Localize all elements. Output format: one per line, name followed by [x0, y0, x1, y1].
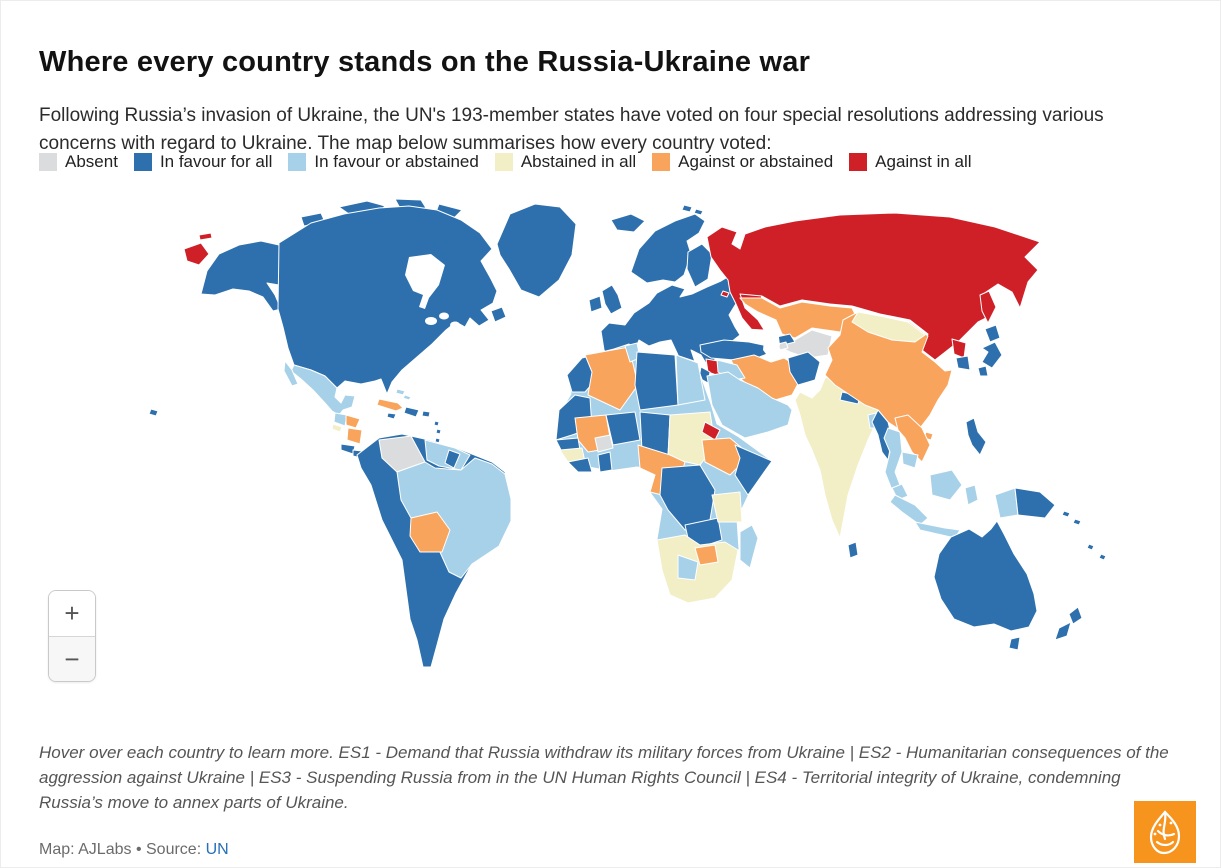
region-new-zealand[interactable] — [1054, 606, 1083, 641]
legend-item-absent: Absent — [39, 152, 118, 172]
zoom-in-button[interactable]: + — [49, 591, 95, 636]
region-egypt[interactable] — [675, 354, 706, 406]
legend: Absent In favour for all In favour or abst… — [39, 152, 972, 172]
region-turkey[interactable] — [699, 339, 773, 361]
region-scandinavia[interactable] — [630, 213, 706, 284]
region-arabian-peninsula[interactable] — [706, 371, 793, 439]
region-papua-new-guinea[interactable] — [1014, 487, 1056, 519]
region-el-salvador[interactable] — [331, 423, 343, 433]
region-bahamas[interactable] — [395, 388, 412, 401]
region-southern-africa[interactable] — [656, 534, 739, 604]
page-title: Where every country stands on the Russia… — [39, 46, 811, 79]
zoom-out-button[interactable]: − — [49, 636, 95, 681]
region-ghana[interactable] — [597, 451, 613, 473]
region-hispaniola[interactable] — [403, 406, 420, 418]
legend-swatch — [133, 153, 152, 171]
credits: Map: AJLabs • Source: UN — [39, 841, 229, 859]
region-guatemala[interactable] — [333, 412, 348, 427]
intro-text: Following Russia’s invasion of Ukraine, … — [39, 105, 1104, 154]
region-sakhalin[interactable] — [979, 290, 997, 324]
region-laos-vietnam[interactable] — [894, 414, 931, 463]
region-japan[interactable] — [977, 324, 1003, 377]
region-hawaii[interactable] — [148, 408, 159, 417]
region-zimbabwe[interactable] — [694, 544, 719, 566]
al-jazeera-logo[interactable] — [1134, 801, 1196, 863]
region-australia[interactable] — [933, 520, 1038, 632]
region-chukotka[interactable] — [183, 232, 213, 266]
region-alaska[interactable] — [200, 240, 282, 312]
region-bolivia[interactable] — [409, 511, 451, 553]
region-afghanistan[interactable] — [787, 351, 821, 386]
region-sierra-leone-liberia[interactable] — [567, 457, 593, 473]
region-niger[interactable] — [605, 411, 641, 446]
legend-swatch — [39, 153, 57, 171]
region-tasmania[interactable] — [1008, 636, 1021, 651]
legend-item-against_all: Against in all — [849, 152, 972, 172]
legend-label: Abstained in all — [520, 152, 637, 171]
region-mongolia[interactable] — [851, 311, 926, 343]
region-borneo[interactable] — [929, 469, 963, 501]
region-kazakhstan[interactable] — [739, 297, 859, 339]
region-newfoundland[interactable] — [490, 306, 507, 323]
map-zoom-control: + − — [48, 590, 96, 682]
region-ireland[interactable] — [588, 295, 603, 313]
legend-item-in_favour_all: In favour for all — [133, 152, 273, 172]
region-cuba[interactable] — [376, 398, 404, 412]
region-honduras[interactable] — [345, 414, 361, 429]
region-sri-lanka[interactable] — [847, 541, 859, 559]
legend-label: Absent — [65, 152, 118, 171]
region-solomon-islands[interactable] — [1061, 510, 1082, 526]
region-pacific-islands[interactable] — [1086, 543, 1107, 561]
legend-label: In favour for all — [159, 152, 273, 171]
region-jamaica[interactable] — [386, 412, 397, 420]
region-madagascar[interactable] — [739, 524, 759, 569]
region-svalbard[interactable] — [681, 204, 704, 216]
legend-item-abstained_all: Abstained in all — [494, 152, 637, 172]
region-united-kingdom[interactable] — [601, 284, 623, 315]
credits-text: Map: AJLabs • Source: — [39, 841, 206, 858]
legend-swatch — [652, 153, 671, 171]
legend-label: Against or abstained — [678, 152, 834, 171]
region-libya[interactable] — [634, 351, 679, 411]
map-area[interactable]: + − — [1, 197, 1220, 702]
legend-item-against_or_abstained: Against or abstained — [652, 152, 833, 172]
region-iceland[interactable] — [610, 213, 646, 233]
al-jazeera-logo-glyph — [1134, 801, 1196, 863]
region-botswana[interactable] — [677, 554, 699, 581]
world-map[interactable] — [139, 199, 1169, 699]
region-somalia[interactable] — [734, 444, 773, 496]
legend-label: In favour or abstained — [314, 152, 479, 171]
region-lesser-antilles[interactable] — [433, 420, 442, 444]
region-canada-usa[interactable] — [277, 205, 498, 395]
region-sulawesi[interactable] — [964, 484, 979, 506]
region-south-korea[interactable] — [955, 355, 971, 371]
region-china[interactable] — [824, 311, 953, 431]
region-greenland[interactable] — [496, 203, 577, 298]
region-west-new-guinea[interactable] — [994, 487, 1019, 519]
region-mexico[interactable] — [290, 364, 356, 416]
region-philippines[interactable] — [965, 417, 987, 456]
region-north-korea[interactable] — [951, 338, 967, 359]
region-kaliningrad[interactable] — [720, 290, 730, 298]
source-link[interactable]: UN — [205, 841, 229, 858]
region-baja-california[interactable] — [283, 360, 299, 387]
region-nicaragua[interactable] — [346, 427, 363, 445]
region-finland[interactable] — [686, 243, 713, 288]
footnote-text: Hover over each country to learn more. E… — [39, 743, 1169, 812]
legend-item-in_favour_or_abstained: In favour or abstained — [288, 152, 479, 172]
region-tanzania[interactable] — [711, 491, 743, 523]
region-cambodia[interactable] — [901, 451, 919, 469]
legend-swatch — [288, 153, 307, 171]
region-suriname[interactable] — [444, 449, 461, 469]
legend-label: Against in all — [875, 152, 972, 171]
region-sumatra[interactable] — [889, 494, 929, 526]
region-armenia[interactable] — [777, 341, 789, 351]
region-india-pakistan[interactable] — [794, 371, 879, 539]
legend-swatch — [849, 153, 868, 171]
legend-swatch — [494, 153, 513, 171]
region-burkina-faso[interactable] — [594, 434, 614, 453]
region-puerto-rico[interactable] — [421, 410, 431, 418]
